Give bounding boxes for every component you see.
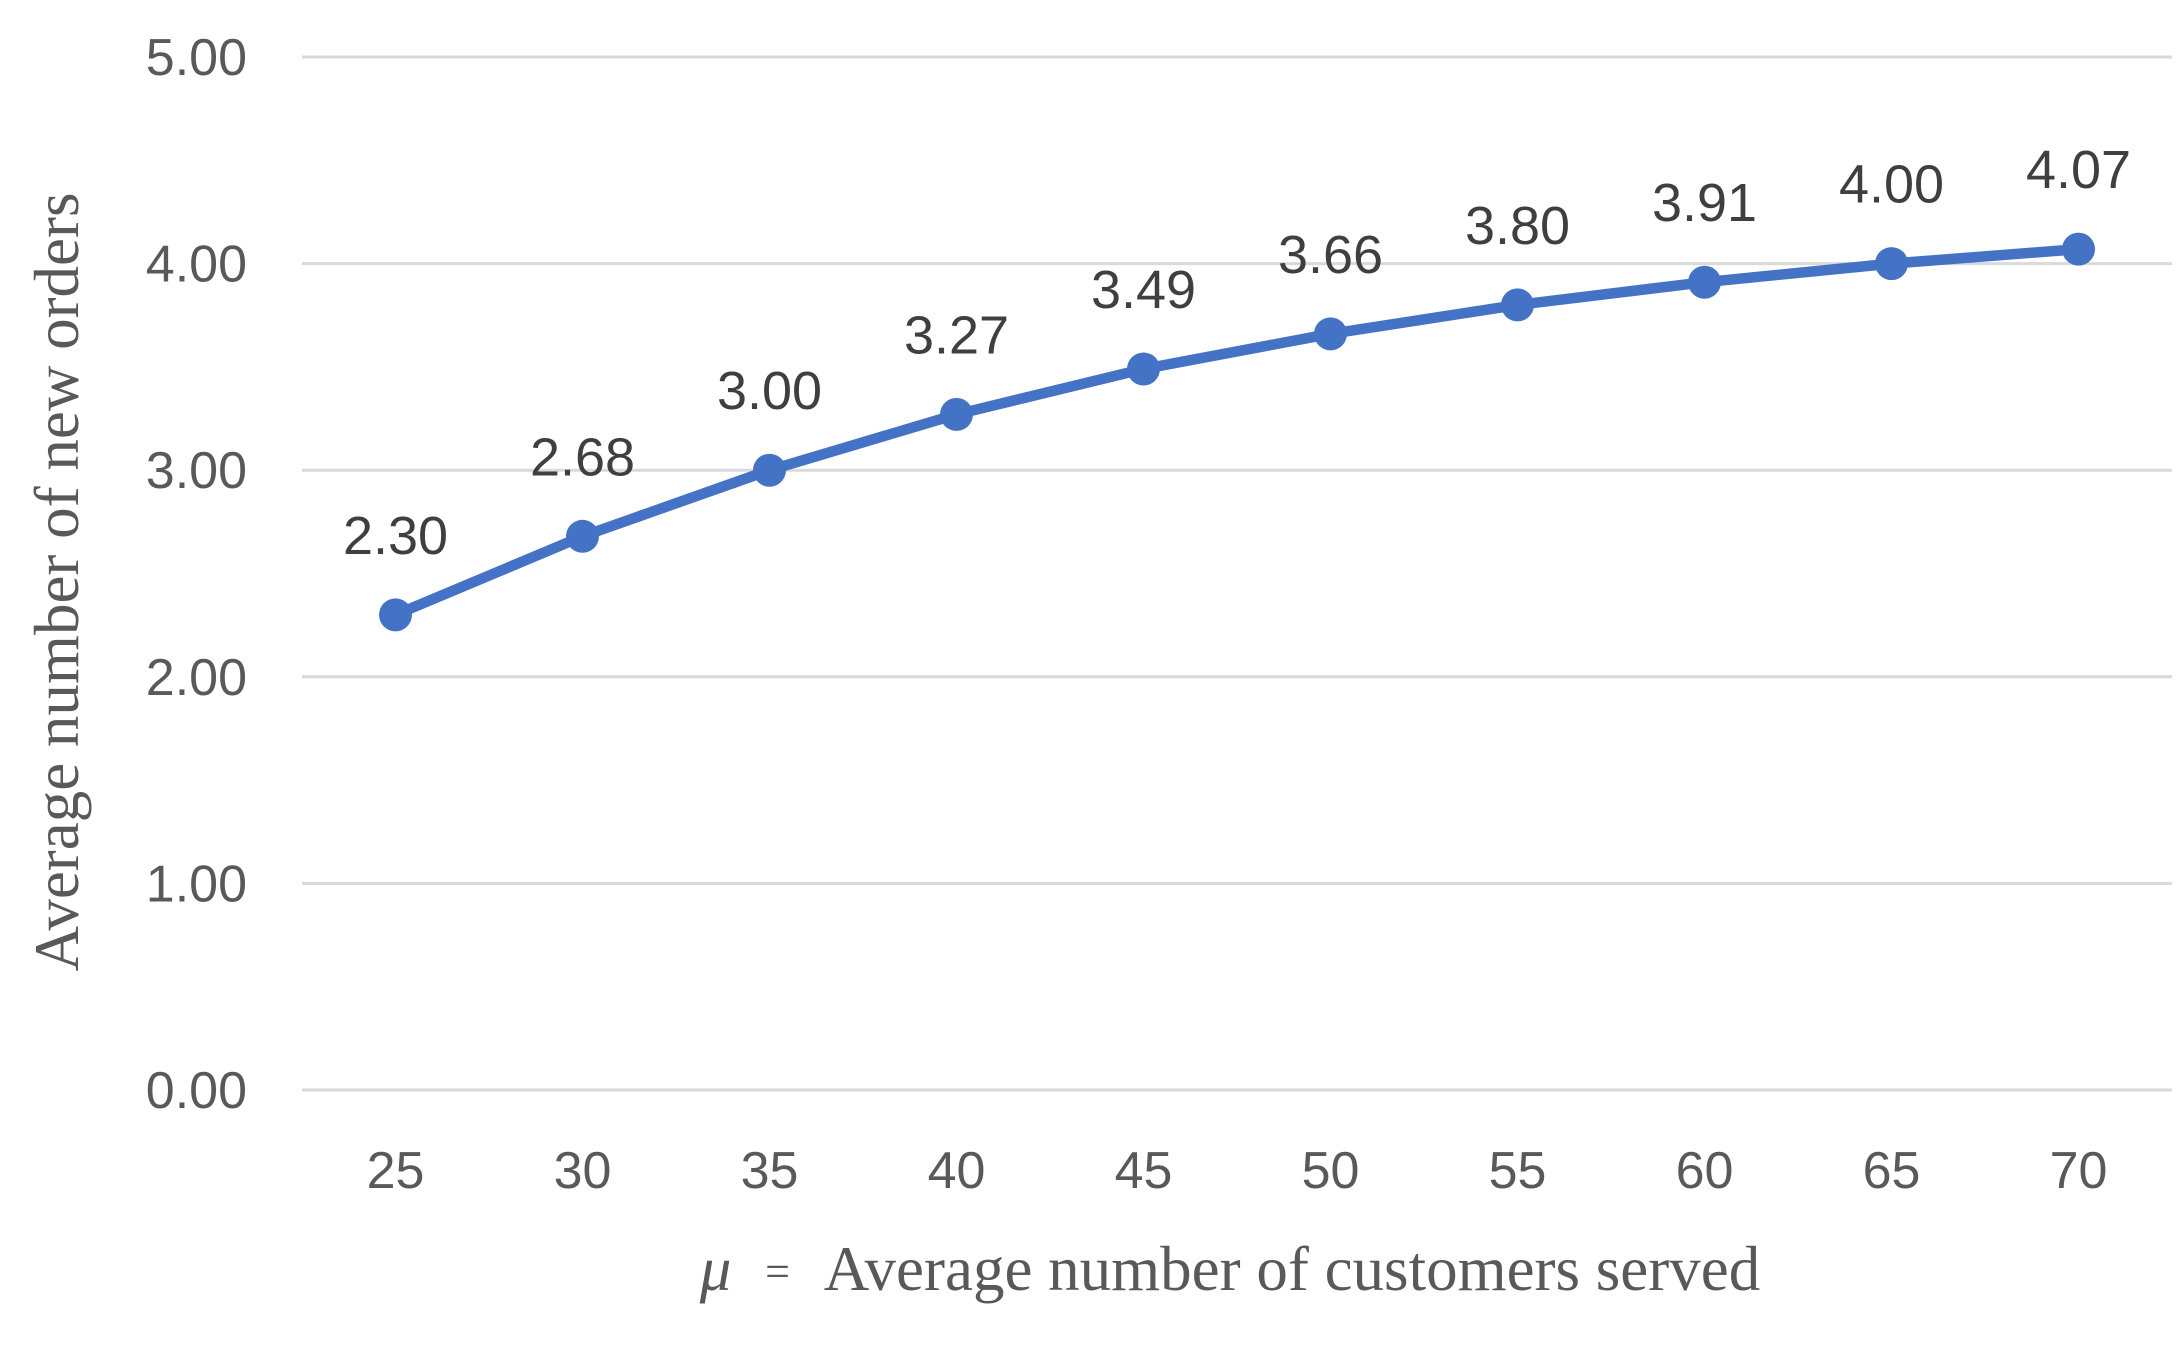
x-axis-tick-label: 45 <box>1115 1142 1173 1200</box>
mu-symbol: μ <box>699 1234 732 1304</box>
y-axis-tick-label: 5.00 <box>146 29 247 87</box>
data-point-label: 2.30 <box>343 506 448 566</box>
data-point-label: 3.91 <box>1652 173 1757 233</box>
y-axis-tick-label: 1.00 <box>146 855 247 913</box>
data-point-marker <box>379 598 412 632</box>
data-point-label: 3.49 <box>1091 260 1196 320</box>
data-point-markers <box>379 232 2095 632</box>
y-axis-tick-label: 4.00 <box>146 236 247 294</box>
data-point-label: 2.68 <box>530 427 635 487</box>
data-point-marker <box>940 397 973 431</box>
x-axis-tick-label: 60 <box>1676 1142 1734 1200</box>
y-axis-tick-labels: 0.00 1.00 2.00 3.00 4.00 5.00 <box>146 29 247 1120</box>
x-axis-tick-label: 40 <box>928 1142 986 1200</box>
y-axis-tick-label: 0.00 <box>146 1062 247 1120</box>
data-point-label: 4.00 <box>1839 155 1944 215</box>
equals-sign: = <box>765 1247 790 1296</box>
gridlines <box>302 55 2172 1092</box>
data-point-label: 3.80 <box>1465 196 1570 256</box>
y-axis-tick-label: 3.00 <box>146 442 247 500</box>
data-point-label: 3.66 <box>1278 225 1383 285</box>
x-axis-tick-label: 25 <box>367 1142 425 1200</box>
x-axis-tick-label: 70 <box>2050 1142 2108 1200</box>
data-point-marker <box>1501 288 1534 322</box>
x-axis-title: μ = Average number of customers served <box>699 1230 1760 1304</box>
data-point-marker <box>1127 352 1160 386</box>
x-axis-tick-labels: 25 30 35 40 45 50 55 60 65 70 <box>367 1142 2108 1200</box>
x-axis-tick-label: 35 <box>741 1142 799 1200</box>
data-point-labels: 2.30 2.68 3.00 3.27 3.49 3.66 3.80 3.91 4.00 4.07 <box>343 140 2131 566</box>
y-axis-title: Average number of new orders <box>22 192 92 971</box>
x-axis-title-text: Average number of customers served <box>824 1234 1760 1304</box>
x-axis-tick-label: 65 <box>1863 1142 1921 1200</box>
data-point-marker <box>1875 247 1908 281</box>
data-point-label: 4.07 <box>2026 140 2131 200</box>
data-point-label: 3.00 <box>717 361 822 421</box>
data-point-marker <box>1314 317 1347 351</box>
series-line <box>390 243 2084 621</box>
data-point-marker <box>1688 265 1721 299</box>
y-axis-tick-label: 2.00 <box>146 649 247 707</box>
data-point-label: 3.27 <box>904 305 1009 365</box>
x-axis-tick-label: 30 <box>554 1142 612 1200</box>
x-axis-tick-label: 50 <box>1302 1142 1360 1200</box>
data-point-marker <box>566 519 599 553</box>
x-axis-tick-label: 55 <box>1489 1142 1547 1200</box>
data-point-marker <box>2062 232 2095 266</box>
data-point-marker <box>753 453 786 487</box>
